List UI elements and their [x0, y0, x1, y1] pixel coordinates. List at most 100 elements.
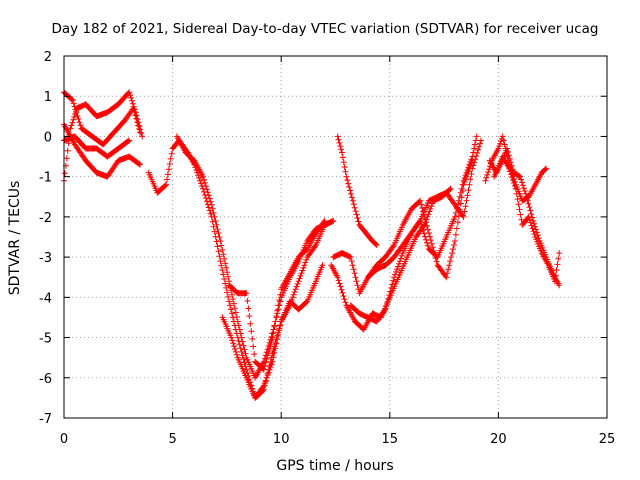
data-point [135, 122, 142, 129]
data-point [233, 351, 240, 358]
x-tick-label: 0 [60, 432, 68, 447]
y-tick-label: 0 [44, 130, 52, 145]
x-tick-label: 15 [382, 432, 399, 447]
data-point [266, 345, 273, 352]
data-point [388, 284, 395, 291]
data-point [425, 230, 432, 236]
data-point [460, 181, 467, 188]
data-point [459, 188, 466, 194]
data-point [166, 161, 173, 167]
data-point [386, 292, 393, 299]
data-point [421, 212, 428, 219]
data-point [70, 116, 77, 123]
data-point [338, 146, 345, 153]
data-point [219, 267, 226, 274]
data-point [349, 262, 356, 269]
data-point [424, 222, 430, 229]
series-track-15 [486, 153, 563, 285]
data-point [264, 352, 271, 359]
data-point [341, 296, 348, 303]
data-point [532, 223, 538, 230]
data-point [499, 133, 506, 140]
data-point [245, 305, 252, 312]
data-point [348, 258, 355, 265]
data-point [427, 237, 434, 244]
data-point [431, 251, 438, 258]
data-point [396, 260, 402, 267]
data-point [165, 166, 172, 173]
data-point [350, 266, 357, 273]
data-point [534, 232, 541, 239]
data-point [485, 169, 492, 176]
data-point [298, 270, 305, 277]
data-point [71, 103, 78, 110]
data-point [218, 242, 225, 249]
data-point [508, 162, 515, 169]
data-point [393, 268, 400, 275]
data-point [396, 258, 403, 265]
data-point [465, 187, 472, 194]
data-point [204, 189, 211, 196]
data-point [452, 209, 459, 216]
data-point [241, 346, 248, 353]
data-point [260, 366, 267, 373]
data-point [259, 387, 266, 394]
data-point [336, 139, 343, 146]
data-point [384, 299, 391, 306]
data-point [237, 330, 244, 337]
data-point [291, 289, 298, 295]
data-point [63, 155, 70, 162]
data-point [246, 313, 253, 320]
series-track-1 [61, 89, 146, 184]
data-point [335, 136, 342, 143]
data-point [464, 171, 471, 177]
data-point [214, 226, 221, 232]
data-point [350, 201, 357, 208]
data-point [229, 296, 236, 303]
data-point [228, 334, 235, 341]
series-track-16 [491, 145, 563, 289]
data-point [509, 166, 516, 173]
data-point [452, 213, 458, 220]
data-point [211, 228, 218, 235]
data-point [222, 260, 229, 267]
data-point [129, 100, 136, 107]
data-point [428, 240, 435, 247]
data-point [514, 196, 521, 203]
data-point [501, 141, 508, 148]
data-point [240, 356, 247, 362]
data-point [200, 173, 206, 180]
data-point [137, 161, 143, 168]
data-point [220, 271, 227, 278]
data-point [319, 262, 326, 269]
data-point [277, 298, 284, 305]
data-point [352, 274, 359, 281]
data-point [477, 140, 484, 147]
data-point [133, 115, 140, 122]
data-point [229, 291, 235, 298]
data-point [533, 229, 540, 236]
data-point [289, 294, 296, 301]
data-point [130, 105, 137, 112]
data-point [344, 177, 351, 184]
data-point [126, 137, 133, 144]
data-point [219, 247, 226, 253]
data-point [381, 307, 388, 314]
data-point [227, 302, 233, 309]
data-point [515, 201, 522, 208]
data-point [337, 283, 344, 290]
data-point [509, 174, 516, 181]
data-point [75, 116, 82, 122]
x-tick-label: 20 [490, 432, 507, 447]
data-point [482, 177, 489, 184]
data-point [418, 221, 425, 227]
data-point [452, 231, 459, 238]
data-point [427, 205, 434, 212]
data-point [395, 263, 401, 270]
data-point [423, 219, 429, 226]
data-point [205, 204, 212, 211]
data-point [240, 342, 247, 349]
data-point [228, 306, 234, 313]
data-point [385, 295, 392, 302]
